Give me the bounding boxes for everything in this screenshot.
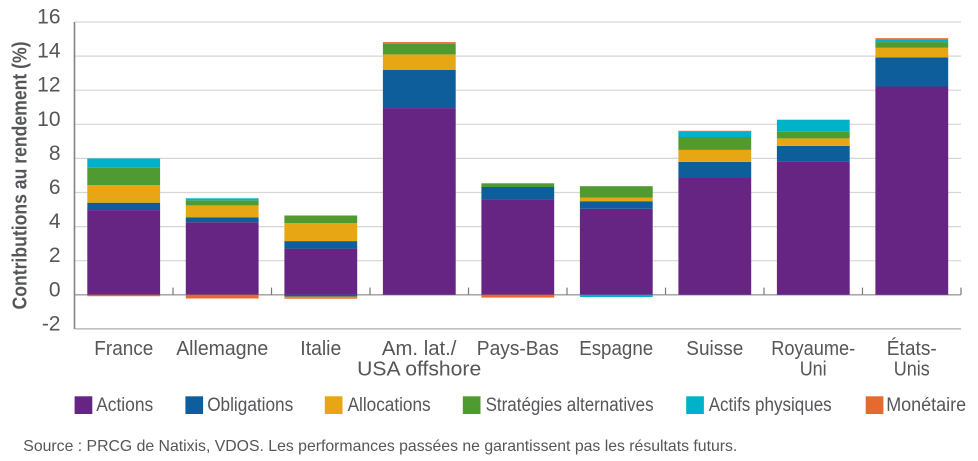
svg-text:Actifs physiques: Actifs physiques [709, 395, 832, 416]
svg-text:Italie: Italie [300, 338, 341, 360]
svg-text:12: 12 [37, 74, 60, 97]
svg-text:Espagne: Espagne [579, 338, 653, 360]
svg-text:Stratégies alternatives: Stratégies alternatives [486, 395, 654, 416]
svg-text:États-: États- [887, 337, 937, 360]
svg-text:Suisse: Suisse [686, 338, 743, 360]
svg-text:6: 6 [49, 176, 61, 199]
svg-text:Contributions au rendement (%): Contributions au rendement (%) [10, 42, 32, 310]
svg-text:Allemagne: Allemagne [176, 338, 268, 360]
svg-text:2: 2 [49, 244, 61, 267]
svg-text:16: 16 [37, 6, 60, 29]
svg-text:USA offshore: USA offshore [357, 358, 481, 380]
svg-text:0: 0 [49, 278, 61, 301]
svg-text:8: 8 [49, 142, 61, 165]
svg-text:4: 4 [49, 210, 61, 233]
svg-text:Obligations: Obligations [207, 395, 293, 416]
svg-text:Allocations: Allocations [348, 395, 431, 416]
svg-text:Uni: Uni [800, 358, 827, 380]
svg-text:Actions: Actions [96, 395, 153, 416]
svg-text:Monétaire: Monétaire [886, 395, 966, 416]
svg-text:France: France [94, 338, 153, 360]
svg-text:Pays-Bas: Pays-Bas [477, 338, 559, 360]
svg-text:-2: -2 [42, 312, 61, 335]
svg-text:Am. lat./: Am. lat./ [382, 338, 457, 360]
svg-text:14: 14 [37, 40, 61, 63]
svg-text:Royaume-: Royaume- [771, 338, 855, 360]
svg-text:Source : PRCG de Natixis, VDOS: Source : PRCG de Natixis, VDOS. Les perf… [23, 438, 737, 455]
svg-text:Unis: Unis [894, 358, 930, 380]
svg-text:10: 10 [37, 108, 60, 131]
